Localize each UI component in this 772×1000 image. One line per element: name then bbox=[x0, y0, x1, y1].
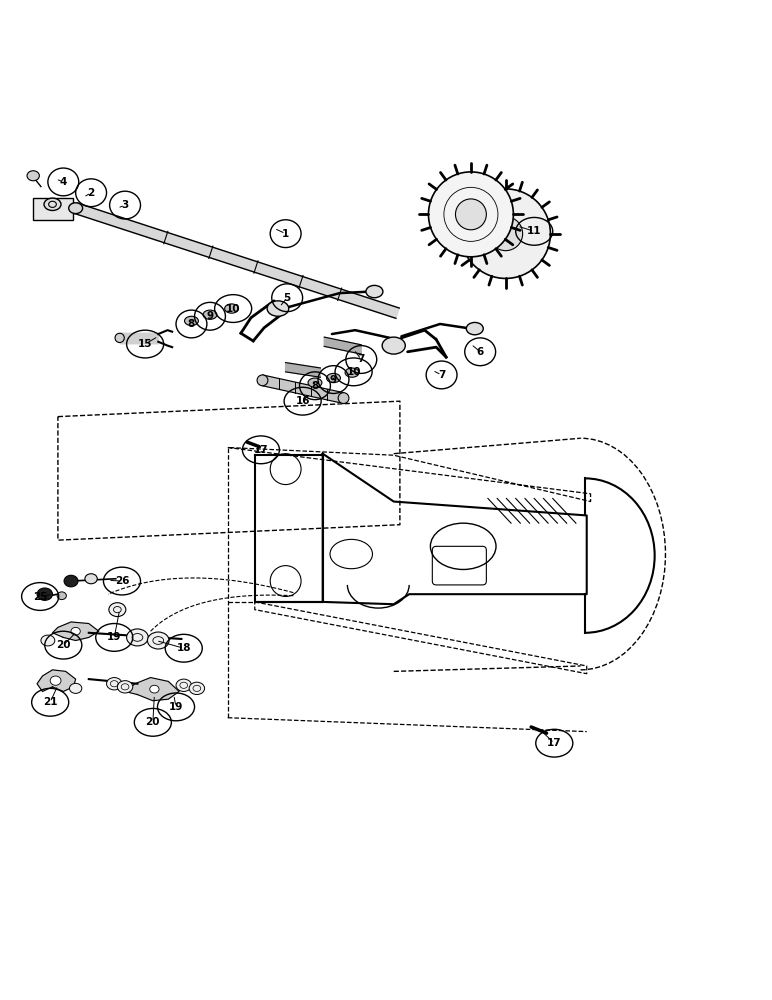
Text: 18: 18 bbox=[177, 643, 191, 653]
Ellipse shape bbox=[44, 198, 61, 211]
Ellipse shape bbox=[127, 629, 148, 646]
Ellipse shape bbox=[117, 681, 133, 693]
Text: 21: 21 bbox=[43, 697, 57, 707]
Ellipse shape bbox=[366, 285, 383, 298]
Text: 20: 20 bbox=[56, 640, 70, 650]
Text: 19: 19 bbox=[169, 702, 183, 712]
Ellipse shape bbox=[185, 316, 198, 326]
Ellipse shape bbox=[27, 171, 39, 181]
Text: 19: 19 bbox=[107, 632, 121, 642]
Polygon shape bbox=[74, 203, 399, 318]
Ellipse shape bbox=[37, 588, 52, 600]
Text: 8: 8 bbox=[188, 319, 195, 329]
Text: 6: 6 bbox=[476, 347, 484, 357]
Ellipse shape bbox=[345, 368, 359, 377]
Ellipse shape bbox=[147, 632, 169, 649]
Text: 5: 5 bbox=[283, 293, 291, 303]
Ellipse shape bbox=[257, 375, 268, 386]
Ellipse shape bbox=[225, 304, 239, 313]
Ellipse shape bbox=[203, 310, 217, 319]
Text: 11: 11 bbox=[527, 226, 541, 236]
Ellipse shape bbox=[466, 322, 483, 335]
Ellipse shape bbox=[176, 679, 191, 691]
Text: 16: 16 bbox=[296, 396, 310, 406]
Polygon shape bbox=[262, 375, 344, 403]
Polygon shape bbox=[37, 670, 76, 691]
Text: 10: 10 bbox=[226, 304, 240, 314]
Text: 20: 20 bbox=[146, 717, 160, 727]
Text: 9: 9 bbox=[330, 375, 337, 385]
Polygon shape bbox=[52, 622, 99, 641]
Ellipse shape bbox=[69, 683, 82, 693]
Ellipse shape bbox=[107, 678, 122, 690]
Text: 2: 2 bbox=[87, 188, 95, 198]
Circle shape bbox=[428, 172, 513, 257]
Ellipse shape bbox=[69, 203, 83, 214]
Polygon shape bbox=[120, 333, 158, 343]
Text: 7: 7 bbox=[357, 354, 365, 364]
Text: 3: 3 bbox=[121, 200, 129, 210]
Text: 26: 26 bbox=[115, 576, 129, 586]
Polygon shape bbox=[125, 678, 179, 701]
Text: 8: 8 bbox=[311, 381, 319, 391]
Ellipse shape bbox=[327, 373, 340, 383]
Ellipse shape bbox=[57, 592, 66, 600]
Ellipse shape bbox=[85, 574, 97, 584]
Polygon shape bbox=[286, 363, 320, 377]
Ellipse shape bbox=[382, 337, 405, 354]
Text: 7: 7 bbox=[438, 370, 445, 380]
Text: 1: 1 bbox=[282, 229, 290, 239]
Polygon shape bbox=[324, 337, 361, 354]
Circle shape bbox=[489, 217, 523, 251]
Ellipse shape bbox=[150, 685, 159, 693]
Text: 4: 4 bbox=[59, 177, 67, 187]
Text: 9: 9 bbox=[206, 311, 214, 321]
Ellipse shape bbox=[267, 301, 289, 316]
Ellipse shape bbox=[338, 393, 349, 403]
Text: 17: 17 bbox=[547, 738, 561, 748]
Text: 10: 10 bbox=[347, 367, 361, 377]
Text: 17: 17 bbox=[254, 445, 268, 455]
Text: 25: 25 bbox=[33, 591, 47, 601]
Ellipse shape bbox=[64, 575, 78, 587]
Ellipse shape bbox=[50, 676, 61, 685]
Bar bbox=[33, 198, 73, 220]
Ellipse shape bbox=[189, 682, 205, 695]
Ellipse shape bbox=[115, 333, 124, 343]
Text: 15: 15 bbox=[138, 339, 152, 349]
Ellipse shape bbox=[308, 378, 322, 387]
Circle shape bbox=[461, 189, 550, 278]
Circle shape bbox=[455, 199, 486, 230]
Ellipse shape bbox=[71, 627, 80, 635]
Ellipse shape bbox=[41, 635, 55, 646]
Ellipse shape bbox=[109, 603, 126, 617]
